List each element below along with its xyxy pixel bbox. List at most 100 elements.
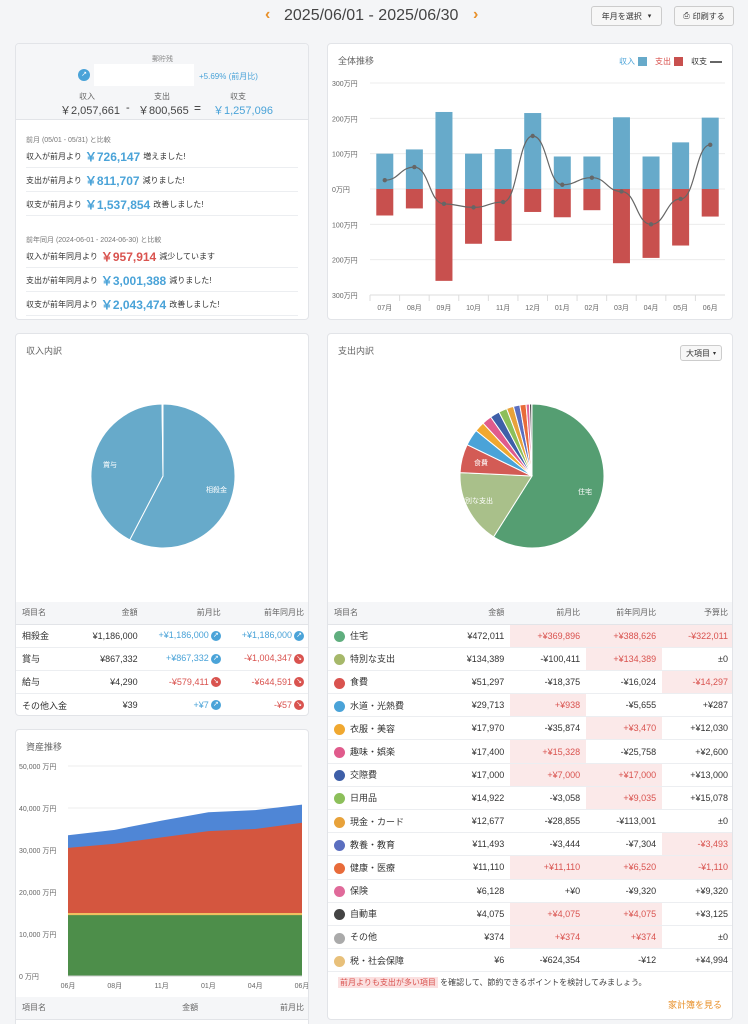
y-tick-label: 300万円 [332, 80, 358, 88]
income-bar [672, 142, 690, 189]
item-name: 教養・教育 [350, 839, 396, 850]
table-row[interactable]: 税・社会保障 ¥6 -¥624,354 -¥12 +¥4,994 [328, 948, 732, 973]
header-bar: ‹ 2025/06/01 - 2025/06/30 › 年月を選択 ▾ ⎙ 印刷… [0, 0, 748, 32]
comparison-pre: 収入が前月より [26, 151, 82, 161]
x-tick-label: 01月 [201, 982, 216, 990]
category-icon [334, 886, 345, 898]
expense-bar [701, 189, 719, 217]
item-yoy-value: -¥644,591 [251, 676, 292, 687]
item-yoy: -¥25,758 [586, 739, 663, 764]
comparison-pre: 収支が前年同月より [26, 299, 98, 309]
category-icon [334, 677, 345, 689]
income-bar [376, 153, 394, 189]
x-tick-label: 03月 [614, 304, 629, 312]
pie-slice [90, 403, 164, 541]
period-title: 2025/06/01 - 2025/06/30 [284, 7, 459, 24]
income-col-header: 項目名 [16, 602, 80, 625]
item-amount: ¥29,713 [441, 693, 511, 718]
income-bar [524, 113, 542, 189]
item-bud: +¥15,078 [662, 786, 732, 811]
expense-col-header: 前年同月比 [586, 602, 663, 625]
item-mom: +¥867,332 ↗ [143, 647, 227, 671]
trend-up-icon: ↗ [210, 630, 221, 641]
item-amount: ¥17,000 [441, 763, 511, 787]
table-row[interactable]: 現金・カード ¥12,677 -¥28,855 -¥113,001 ±0 [328, 809, 732, 834]
table-row[interactable]: 保険 ¥6,128 +¥0 -¥9,320 +¥9,320 [328, 879, 732, 903]
trend-down-icon: ↘ [294, 677, 304, 688]
table-row[interactable]: 健康・医療 ¥11,110 +¥11,110 +¥6,520 -¥1,110 [328, 855, 732, 880]
item-mom-value: +¥7 [193, 699, 209, 710]
print-button[interactable]: ⎙ 印刷する [674, 6, 734, 26]
table-row[interactable]: 教養・教育 ¥11,493 -¥3,444 -¥7,304 -¥3,493 [328, 832, 732, 857]
item-mom: +¥0 [510, 879, 587, 903]
expense-table: 項目名 金額 前月比 前年同月比 予算比 住宅 ¥472,011 +¥369,896 +¥38… [328, 602, 732, 973]
item-bud: ±0 [662, 647, 732, 671]
item-name-cell: 教養・教育 [328, 832, 442, 857]
balance-point [708, 142, 713, 148]
income-label: 収入 [79, 92, 95, 101]
expense-bar [612, 189, 630, 264]
table-row[interactable]: 水道・光熱費 ¥29,713 +¥938 -¥5,655 +¥287 [328, 693, 732, 718]
item-name: 給与 [16, 670, 80, 695]
category-icon [334, 747, 345, 759]
category-icon [334, 793, 345, 805]
item-yoy: +¥17,000 [586, 763, 663, 787]
table-row[interactable]: 食費 ¥51,297 -¥18,375 -¥16,024 -¥14,297 [328, 670, 732, 695]
table-row[interactable]: 相殺金 ¥1,186,000 +¥1,186,000 ↗ +¥1,186,000 ↗ [16, 624, 308, 648]
trend-down-icon: ↘ [294, 654, 304, 665]
growth-icon: ↗ [78, 69, 90, 81]
item-name-cell: 健康・医療 [328, 855, 442, 880]
table-row[interactable]: 日用品 ¥14,922 -¥3,058 +¥9,035 +¥15,078 [328, 786, 732, 811]
household-book-link[interactable]: 家計簿を見る [667, 1000, 722, 1010]
item-yoy-value: -¥1,004,347 [243, 653, 292, 664]
income-bar [553, 156, 571, 189]
table-row[interactable]: その他入金 ¥39 +¥7 ↗ -¥57 ↘ [16, 693, 308, 715]
category-level-dropdown[interactable]: 大項目 ▾ [680, 345, 722, 361]
balance-line [384, 135, 711, 225]
x-tick-label: 12月 [525, 304, 540, 312]
table-row[interactable]: 衣服・美容 ¥17,970 -¥35,874 +¥3,470 +¥12,030 [328, 716, 732, 741]
table-row[interactable]: 趣味・娯楽 ¥17,400 +¥15,328 -¥25,758 +¥2,600 [328, 739, 732, 764]
y-tick-label: 200万円 [332, 257, 358, 265]
table-row[interactable]: 自動車 ¥4,075 +¥4,075 +¥4,075 +¥3,125 [328, 902, 732, 926]
comparison-post: 増えました! [143, 151, 186, 161]
item-mom: +¥369,896 [510, 624, 587, 648]
table-row[interactable]: 賞与 ¥867,332 +¥867,332 ↗ -¥1,004,347 ↘ [16, 647, 308, 671]
item-name: 趣味・娯楽 [350, 746, 396, 757]
legend-expense-swatch [674, 57, 683, 66]
item-yoy: -¥12 [586, 948, 663, 973]
item-bud: +¥3,125 [662, 902, 732, 926]
table-row[interactable]: 交際費 ¥17,000 +¥7,000 +¥17,000 +¥13,000 [328, 763, 732, 787]
income-bar [465, 153, 483, 189]
y-tick-label: 0万円 [332, 186, 350, 194]
table-row[interactable]: 給与 ¥4,290 -¥579,411 ↘ -¥644,591 ↘ [16, 670, 308, 695]
item-amount: ¥39 [79, 693, 144, 715]
month-select-label: 年月を選択 [601, 11, 642, 21]
x-tick-label: 11月 [154, 982, 168, 990]
income-bar [701, 117, 719, 189]
legend-expense-label: 支出 [655, 57, 671, 66]
item-amount: ¥12,677 [441, 809, 511, 834]
item-name: 特別な支出 [350, 654, 396, 665]
pie-slice [459, 472, 533, 538]
x-tick-label: 06月 [295, 982, 309, 990]
item-name: 衣服・美容 [350, 723, 396, 734]
item-name: その他入金 [16, 693, 80, 715]
table-row[interactable]: 特別な支出 ¥134,389 -¥100,411 +¥134,389 ±0 [328, 647, 732, 671]
chevron-right-icon[interactable]: › [473, 6, 479, 23]
item-mom: -¥18,375 [510, 670, 587, 695]
comparison-pre: 収支が前月より [26, 199, 82, 209]
chevron-left-icon[interactable]: ‹ [265, 6, 271, 23]
item-amount: ¥6,128 [441, 879, 511, 903]
balance-point [471, 205, 476, 210]
item-mom-value: +¥1,186,000 [158, 630, 209, 641]
category-icon [334, 932, 345, 944]
item-yoy: -¥7,304 [586, 832, 663, 857]
item-mom-value: +¥867,332 [166, 653, 209, 664]
month-select[interactable]: 年月を選択 ▾ [591, 6, 662, 26]
slice-label: 食費 [474, 458, 488, 467]
table-row[interactable]: その他 ¥374 +¥374 +¥374 ±0 [328, 925, 732, 950]
assets-chart: 50,000 万円 40,000 万円 30,000 万円 20,000 万円 10,0… [19, 763, 309, 990]
table-row[interactable]: 住宅 ¥472,011 +¥369,896 +¥388,626 -¥322,011 [328, 624, 732, 648]
